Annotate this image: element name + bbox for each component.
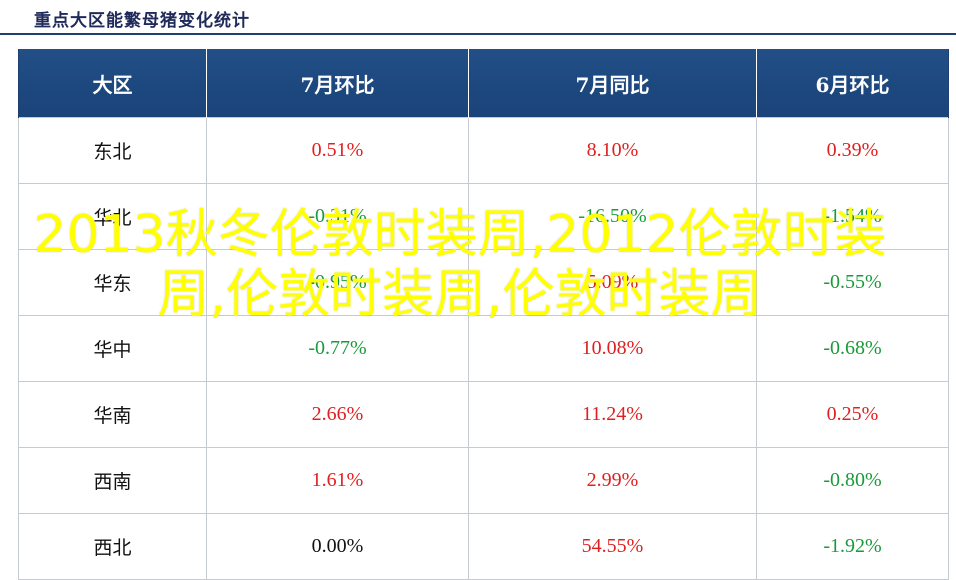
- column-header: 7月同比: [468, 49, 757, 118]
- region-cell: 华北: [18, 183, 207, 250]
- value-cell: 10.08%: [468, 315, 757, 382]
- table-row: 西南 1.61% 2.99% -0.80%: [18, 447, 949, 514]
- column-header: 6月环比: [756, 49, 949, 118]
- table-row: 华北 -0.31% -16.50% -1.54%: [18, 183, 949, 250]
- title-divider: [0, 33, 956, 35]
- value-cell: -1.92%: [756, 513, 949, 580]
- value-cell: -0.68%: [756, 315, 949, 382]
- value-cell: 11.24%: [468, 381, 757, 448]
- region-cell: 西南: [18, 447, 207, 514]
- value-cell: 54.55%: [468, 513, 757, 580]
- data-table: 大区 7月环比 7月同比 6月环比 东北 0.51% 8.10% 0.39% 华北 -0.…: [18, 49, 949, 580]
- table-row: 西北 0.00% 54.55% -1.92%: [18, 513, 949, 580]
- value-cell: 2.66%: [206, 381, 469, 448]
- table-header-row: 大区 7月环比 7月同比 6月环比: [18, 49, 949, 118]
- region-cell: 西北: [18, 513, 207, 580]
- value-cell: 0.25%: [756, 381, 949, 448]
- value-cell: -0.95%: [206, 249, 469, 316]
- value-cell: 0.51%: [206, 117, 469, 184]
- column-header: 7月环比: [206, 49, 469, 118]
- value-cell: 1.61%: [206, 447, 469, 514]
- value-cell: 0.39%: [756, 117, 949, 184]
- region-cell: 华东: [18, 249, 207, 316]
- region-cell: 华南: [18, 381, 207, 448]
- value-cell: 5.09%: [468, 249, 757, 316]
- region-cell: 华中: [18, 315, 207, 382]
- value-cell: -0.80%: [756, 447, 949, 514]
- table-row: 华南 2.66% 11.24% 0.25%: [18, 381, 949, 448]
- table-row: 华中 -0.77% 10.08% -0.68%: [18, 315, 949, 382]
- value-cell: -1.54%: [756, 183, 949, 250]
- value-cell: -0.31%: [206, 183, 469, 250]
- value-cell: 2.99%: [468, 447, 757, 514]
- value-cell: -0.55%: [756, 249, 949, 316]
- value-cell: -0.77%: [206, 315, 469, 382]
- column-header: 大区: [18, 49, 207, 118]
- value-cell: -16.50%: [468, 183, 757, 250]
- value-cell: 0.00%: [206, 513, 469, 580]
- table-row: 华东 -0.95% 5.09% -0.55%: [18, 249, 949, 316]
- region-cell: 东北: [18, 117, 207, 184]
- value-cell: 8.10%: [468, 117, 757, 184]
- page-title: 重点大区能繁母猪变化统计: [34, 11, 250, 31]
- table-row: 东北 0.51% 8.10% 0.39%: [18, 117, 949, 184]
